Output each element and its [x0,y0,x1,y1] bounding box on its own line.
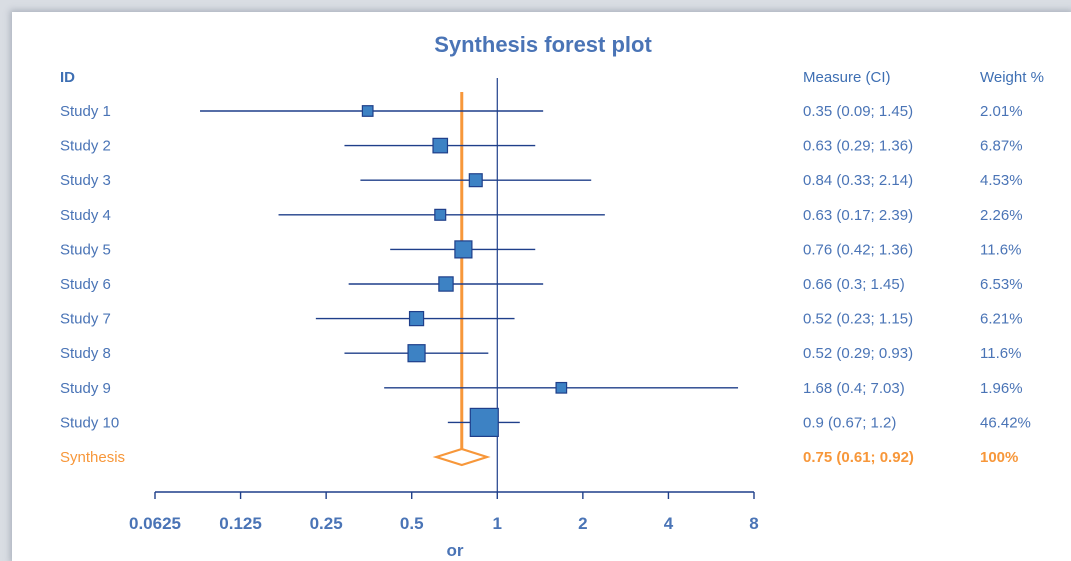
measure-value: 0.52 (0.29; 0.93) [803,345,913,362]
point-estimate-marker [361,105,374,117]
measure-value: 0.66 (0.3; 1.45) [803,276,905,293]
point-estimate-marker [454,240,473,259]
weight-value: 6.53% [980,276,1023,293]
chart-title: Synthesis forest plot [434,32,652,57]
point-estimate-marker [434,208,447,221]
weight-value: 6.21% [980,311,1023,328]
weight-value: 46.42% [980,414,1031,431]
measure-value: 0.76 (0.42; 1.36) [803,241,913,258]
measure-value: 0.63 (0.29; 1.36) [803,138,913,155]
study-row: Study 2 0.63 (0.29; 1.36) 6.87% [60,138,1023,155]
weight-value: 11.6% [980,241,1021,258]
measure-column-header: Measure (CI) [803,69,891,86]
measure-value: 0.63 (0.17; 2.39) [803,207,913,224]
point-estimate-marker [555,381,568,394]
measure-value: 0.84 (0.33; 2.14) [803,172,913,189]
study-label: Study 9 [60,380,111,397]
weight-value: 1.96% [980,380,1023,397]
point-estimate-marker [468,173,483,188]
study-row: Study 4 0.63 (0.17; 2.39) 2.26% [60,207,1023,224]
x-tick-label: 4 [664,514,674,533]
weight-value: 2.26% [980,207,1023,224]
synthesis-label: Synthesis [60,449,125,466]
study-label: Study 8 [60,345,111,362]
x-tick-label: 0.25 [310,514,343,533]
study-row: Study 9 1.68 (0.4; 7.03) 1.96% [60,380,1023,397]
x-tick-label: 2 [578,514,587,533]
study-label: Study 6 [60,276,111,293]
weight-column-header: Weight % [980,69,1044,86]
x-tick-label: 0.0625 [129,514,181,533]
point-estimate-marker [469,407,499,437]
synthesis-weight: 100% [980,449,1018,466]
study-row: Study 5 0.76 (0.42; 1.36) 11.6% [60,240,1021,259]
study-row: Study 8 0.52 (0.29; 0.93) 11.6% [60,344,1021,363]
measure-value: 0.9 (0.67; 1.2) [803,414,896,431]
measure-value: 1.68 (0.4; 7.03) [803,380,905,397]
study-label: Study 10 [60,414,119,431]
study-row: Study 3 0.84 (0.33; 2.14) 4.53% [60,172,1023,189]
x-tick-label: 0.125 [219,514,262,533]
study-label: Study 5 [60,241,111,258]
measure-value: 0.35 (0.09; 1.45) [803,103,913,120]
study-label: Study 1 [60,103,111,120]
synthesis-diamond [432,447,491,467]
study-label: Study 3 [60,172,111,189]
weight-value: 4.53% [980,172,1023,189]
x-tick-label: 1 [493,514,502,533]
synthesis-measure: 0.75 (0.61; 0.92) [803,449,914,466]
synthesis-row: Synthesis 0.75 (0.61; 0.92) 100% [60,447,1018,467]
study-label: Study 4 [60,207,111,224]
x-tick-label: 8 [749,514,758,533]
study-label: Study 2 [60,138,111,155]
point-estimate-marker [432,137,449,154]
point-estimate-marker [408,310,425,327]
weight-value: 6.87% [980,138,1023,155]
x-tick-label: 0.5 [400,514,424,533]
id-column-header: ID [60,69,75,86]
measure-value: 0.52 (0.23; 1.15) [803,311,913,328]
point-estimate-marker [438,276,454,292]
study-row: Study 10 0.9 (0.67; 1.2) 46.42% [60,407,1031,437]
study-label: Study 7 [60,311,111,328]
study-row: Study 7 0.52 (0.23; 1.15) 6.21% [60,311,1023,328]
chart-panel [12,12,1071,561]
weight-value: 11.6% [980,345,1021,362]
x-axis-title: or [447,541,464,560]
study-row: Study 1 0.35 (0.09; 1.45) 2.01% [60,103,1023,120]
point-estimate-marker [407,344,426,363]
weight-value: 2.01% [980,103,1023,120]
study-row: Study 6 0.66 (0.3; 1.45) 6.53% [60,276,1023,293]
